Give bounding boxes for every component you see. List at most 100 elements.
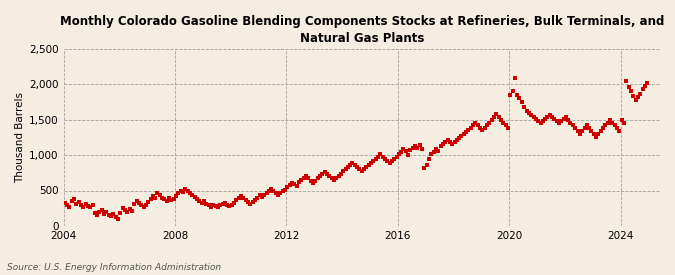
Point: [161, 199, 172, 203]
Point: [465, 125, 476, 130]
Point: [196, 201, 207, 205]
Point: [136, 203, 146, 208]
Point: [99, 212, 109, 216]
Point: [329, 178, 340, 182]
Point: [361, 165, 372, 169]
Point: [219, 200, 230, 205]
Point: [217, 202, 228, 206]
Point: [271, 191, 281, 196]
Point: [277, 189, 288, 193]
Point: [437, 142, 448, 146]
Point: [454, 136, 464, 140]
Point: [275, 191, 286, 196]
Point: [164, 196, 175, 200]
Point: [292, 184, 302, 188]
Point: [352, 165, 362, 169]
Point: [489, 115, 500, 119]
Point: [389, 156, 400, 161]
Point: [412, 146, 423, 150]
Point: [82, 204, 93, 208]
Point: [595, 129, 606, 133]
Point: [510, 76, 520, 80]
Point: [294, 180, 304, 184]
Point: [247, 200, 258, 204]
Point: [521, 109, 532, 113]
Point: [61, 202, 72, 207]
Point: [87, 203, 98, 208]
Point: [159, 197, 170, 201]
Point: [419, 166, 430, 170]
Point: [224, 204, 235, 208]
Point: [205, 205, 216, 209]
Point: [358, 167, 369, 172]
Point: [549, 117, 560, 121]
Point: [338, 169, 348, 174]
Point: [528, 115, 539, 119]
Point: [256, 195, 267, 199]
Point: [192, 197, 202, 201]
Point: [479, 126, 490, 130]
Point: [512, 93, 522, 97]
Point: [342, 165, 353, 169]
Point: [234, 196, 244, 200]
Point: [201, 202, 212, 206]
Point: [366, 161, 377, 165]
Point: [106, 214, 117, 218]
Point: [542, 115, 553, 119]
Point: [394, 152, 404, 156]
Point: [447, 142, 458, 147]
Point: [119, 208, 130, 213]
Point: [597, 126, 608, 130]
Point: [431, 147, 441, 151]
Point: [268, 189, 279, 193]
Point: [138, 205, 149, 209]
Point: [461, 130, 472, 134]
Point: [475, 125, 485, 130]
Point: [463, 127, 474, 132]
Point: [616, 117, 627, 122]
Point: [400, 149, 411, 153]
Point: [66, 199, 77, 203]
Point: [433, 149, 443, 153]
Point: [236, 194, 246, 198]
Title: Monthly Colorado Gasoline Blending Components Stocks at Refineries, Bulk Termina: Monthly Colorado Gasoline Blending Compo…: [59, 15, 664, 45]
Point: [250, 197, 261, 202]
Point: [533, 119, 543, 123]
Point: [145, 197, 156, 201]
Point: [289, 182, 300, 186]
Point: [495, 117, 506, 122]
Point: [486, 117, 497, 122]
Point: [572, 129, 583, 133]
Point: [556, 119, 567, 123]
Point: [531, 117, 541, 121]
Point: [184, 191, 195, 196]
Point: [579, 126, 590, 130]
Point: [610, 123, 620, 128]
Point: [410, 144, 421, 148]
Point: [591, 134, 601, 139]
Point: [124, 207, 135, 211]
Point: [568, 123, 578, 128]
Point: [570, 126, 580, 130]
Point: [356, 169, 367, 174]
Point: [456, 134, 467, 138]
Point: [452, 138, 462, 142]
Point: [502, 125, 513, 130]
Point: [129, 202, 140, 206]
Point: [626, 89, 637, 94]
Point: [602, 120, 613, 125]
Point: [310, 178, 321, 183]
Point: [284, 183, 295, 187]
Point: [547, 115, 558, 119]
Point: [421, 163, 432, 167]
Point: [317, 172, 327, 177]
Point: [78, 205, 88, 209]
Point: [308, 180, 319, 185]
Point: [449, 140, 460, 145]
Point: [127, 209, 138, 213]
Point: [442, 137, 453, 142]
Point: [152, 191, 163, 196]
Point: [426, 152, 437, 156]
Point: [319, 170, 330, 174]
Point: [507, 89, 518, 94]
